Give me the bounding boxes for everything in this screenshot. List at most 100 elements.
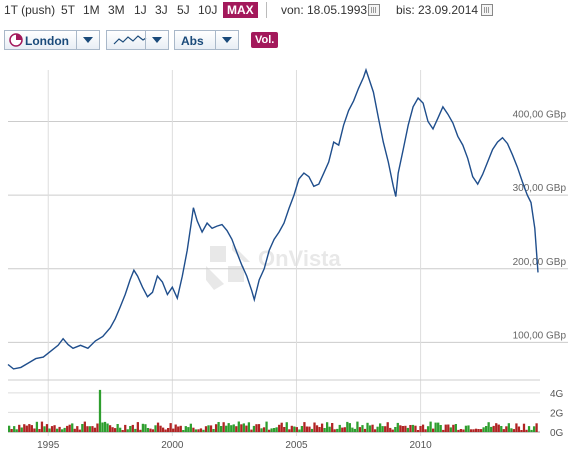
volume-bar: [66, 425, 69, 432]
volume-bar: [179, 425, 182, 432]
bis-calendar-icon[interactable]: [481, 4, 493, 16]
volume-bar: [517, 426, 521, 432]
scale-select[interactable]: Abs: [174, 30, 239, 50]
volume-bar: [386, 422, 389, 432]
scale-label: Abs: [181, 34, 204, 48]
volume-bar: [18, 424, 21, 432]
range-3m[interactable]: 3M: [108, 3, 125, 17]
volume-bar: [366, 422, 369, 432]
volume-bar: [278, 424, 281, 432]
volume-button[interactable]: Vol.: [251, 32, 279, 48]
volume-bar: [432, 428, 435, 432]
volume-bar: [76, 426, 79, 432]
volume-bar: [53, 425, 56, 432]
chevron-down-icon[interactable]: [215, 31, 238, 49]
volume-bar: [262, 427, 266, 432]
volume-bar: [40, 421, 44, 432]
volume-bar: [394, 427, 397, 432]
volume-bar: [119, 427, 122, 432]
volume-bar: [298, 429, 301, 432]
volume-bar: [341, 427, 344, 432]
von-calendar-icon[interactable]: [368, 4, 380, 16]
volume-bar: [318, 427, 321, 432]
volume-bar: [303, 422, 306, 432]
volume-bar: [447, 424, 450, 432]
volume-bar: [250, 429, 253, 432]
volume-bar: [159, 425, 162, 432]
volume-bar: [270, 428, 273, 432]
volume-bar: [336, 428, 339, 432]
volume-bar: [33, 428, 36, 432]
volume-bar: [267, 429, 271, 432]
volume-bar: [384, 426, 387, 432]
volume-bar: [207, 425, 210, 432]
volume-bar: [376, 426, 379, 432]
volume-bar: [348, 423, 351, 432]
volume-bar: [50, 426, 54, 432]
volume-bar: [257, 424, 261, 432]
volume-bar: [288, 429, 291, 432]
volume-tick-label: 0G: [550, 428, 564, 439]
range-1t-push[interactable]: 1T (push): [4, 3, 56, 17]
volume-bar: [389, 427, 392, 432]
volume-bar: [214, 424, 218, 432]
volume-bar: [323, 428, 326, 432]
chevron-down-icon[interactable]: [145, 31, 168, 49]
volume-bar: [20, 427, 23, 432]
volume-bar: [124, 424, 127, 432]
range-5j[interactable]: 5J: [177, 3, 190, 17]
chevron-down-icon[interactable]: [76, 31, 99, 49]
volume-bar: [30, 425, 33, 432]
line-chart-icon: [113, 35, 147, 45]
volume-bar: [71, 423, 74, 432]
volume-bar: [464, 425, 468, 432]
toolbar-divider: [266, 2, 267, 18]
range-5t[interactable]: 5T: [61, 3, 76, 17]
volume-bar: [48, 428, 51, 432]
onvista-watermark: OnVista: [206, 244, 342, 290]
range-max[interactable]: MAX: [223, 2, 258, 18]
bis-date[interactable]: 23.09.2014: [418, 3, 479, 17]
volume-bar: [73, 428, 76, 432]
chart-style-select[interactable]: [106, 30, 169, 50]
volume-bar: [421, 424, 425, 432]
volume-bar: [290, 425, 293, 432]
volume-bar: [371, 424, 374, 432]
volume-bar: [174, 424, 177, 432]
volume-bar: [351, 427, 354, 432]
volume-bar: [459, 429, 463, 432]
volume-bar: [361, 425, 364, 432]
volume-bar: [197, 429, 200, 432]
volume-bar: [305, 426, 309, 432]
volume-bar: [434, 422, 437, 432]
volume-bar: [522, 423, 526, 432]
von-date[interactable]: 18.05.1993: [307, 3, 368, 17]
range-10j[interactable]: 10J: [198, 3, 218, 17]
volume-bar: [462, 429, 465, 432]
exchange-select[interactable]: London: [4, 30, 100, 50]
volume-bar: [326, 422, 329, 432]
volume-bar: [136, 422, 139, 432]
volume-bar: [424, 429, 427, 432]
volume-bar: [381, 426, 384, 432]
range-1j[interactable]: 1J: [134, 3, 147, 17]
range-1m[interactable]: 1M: [83, 3, 100, 17]
watermark-text: OnVista: [258, 246, 342, 271]
volume-bar: [255, 424, 258, 432]
y-tick-label: 300,00 GBp: [513, 183, 567, 194]
volume-bar: [472, 429, 475, 432]
volume-bar: [338, 424, 341, 432]
volume-bar: [310, 428, 314, 432]
volume-bar: [55, 428, 59, 432]
volume-bar: [192, 427, 195, 432]
volume-bar: [315, 425, 319, 432]
volume-bar: [535, 423, 538, 432]
volume-bar: [156, 422, 160, 432]
volume-bar: [164, 429, 167, 432]
range-3j[interactable]: 3J: [155, 3, 168, 17]
volume-bar: [144, 424, 147, 432]
bis-label: bis:: [396, 3, 415, 17]
exchange-label: London: [25, 34, 69, 48]
volume-bar: [172, 428, 175, 432]
volume-bar: [139, 429, 142, 432]
